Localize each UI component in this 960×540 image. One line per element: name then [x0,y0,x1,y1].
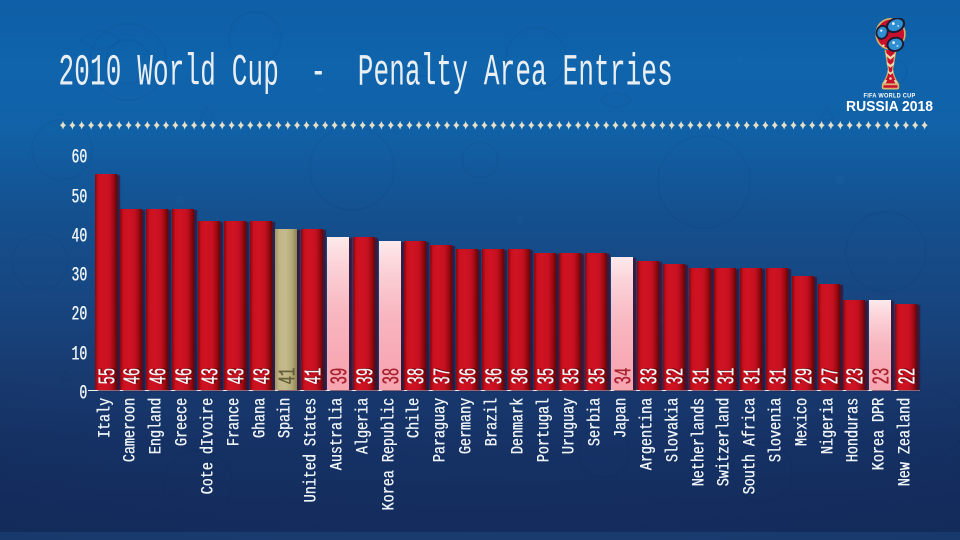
svg-text:RUSSIA 2018: RUSSIA 2018 [846,98,933,115]
svg-text:FIFA WORLD CUP: FIFA WORLD CUP [864,93,916,100]
